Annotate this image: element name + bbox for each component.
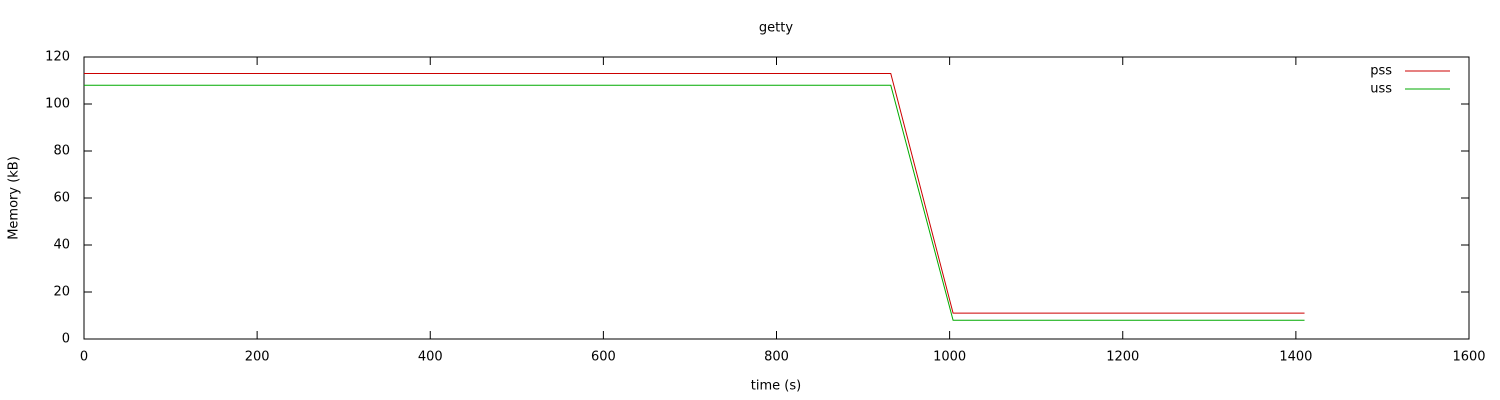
x-tick-label: 600 [591, 350, 616, 365]
series-line [84, 84, 1305, 321]
x-tick-label: 1400 [1279, 350, 1312, 365]
x-tick-label: 1000 [933, 350, 966, 365]
x-tick-label: 400 [418, 350, 443, 365]
x-axis-label: time (s) [751, 379, 801, 394]
y-axis-label: Memory (kB) [7, 156, 22, 240]
x-tick-label: 1200 [1106, 350, 1139, 365]
plot-frame [83, 56, 1470, 340]
y-tick-label: 40 [53, 238, 70, 253]
x-tick-label: 1600 [1452, 350, 1485, 365]
y-tick-label: 0 [62, 332, 70, 347]
x-tick-label: 0 [80, 350, 88, 365]
series-line [84, 72, 1305, 314]
y-tick-label: 100 [45, 97, 70, 112]
y-tick-label: 80 [53, 144, 70, 159]
y-tick-label: 20 [53, 285, 70, 300]
legend-label: pss [1370, 64, 1392, 79]
x-tick-label: 800 [764, 350, 789, 365]
legend-label: uss [1370, 82, 1392, 97]
chart-title: getty [759, 21, 793, 36]
y-tick-label: 120 [45, 50, 70, 65]
y-tick-label: 60 [53, 191, 70, 206]
x-tick-label: 200 [245, 350, 270, 365]
